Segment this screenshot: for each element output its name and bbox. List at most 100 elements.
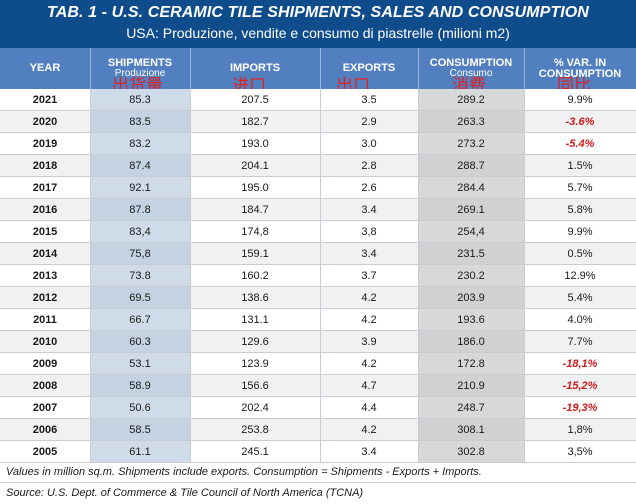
row-divider — [0, 440, 636, 441]
year-cell: 2020 — [0, 111, 90, 133]
imports-cell: 184.7 — [190, 199, 320, 221]
row-divider — [0, 242, 636, 243]
imports-cell: 204.1 — [190, 155, 320, 177]
shipments-cell: 92.1 — [90, 177, 190, 199]
table-row: 2020 83.5 182.7 2.9 263.3 -3.6% — [0, 111, 636, 133]
header-consumption-label: CONSUMPTION — [429, 57, 513, 69]
row-divider — [0, 330, 636, 331]
imports-cell: 253.8 — [190, 419, 320, 441]
table-row: 2007 50.6 202.4 4.4 248.7 -19,3% — [0, 397, 636, 419]
year-cell: 2006 — [0, 419, 90, 441]
consumption-cell: 269.1 — [418, 199, 524, 221]
footnote-divider — [0, 482, 636, 483]
table-row: 2011 66.7 131.1 4.2 193.6 4.0% — [0, 309, 636, 331]
imports-cell: 182.7 — [190, 111, 320, 133]
year-cell: 2015 — [0, 221, 90, 243]
title-band: TAB. 1 - U.S. CERAMIC TILE SHIPMENTS, SA… — [0, 0, 636, 48]
shipments-cell: 87.4 — [90, 155, 190, 177]
table-row: 2013 73.8 160.2 3.7 230.2 12.9% — [0, 265, 636, 287]
imports-cell: 202.4 — [190, 397, 320, 419]
table-row: 2010 60.3 129.6 3.9 186.0 7.7% — [0, 331, 636, 353]
imports-cell: 131.1 — [190, 309, 320, 331]
consumption-cell: 284.4 — [418, 177, 524, 199]
year-cell: 2008 — [0, 375, 90, 397]
var-cell: -5.4% — [524, 133, 636, 155]
shipments-cell: 75,8 — [90, 243, 190, 265]
exports-cell: 4.2 — [320, 353, 418, 375]
shipments-cell: 66.7 — [90, 309, 190, 331]
column-divider — [90, 89, 91, 463]
imports-cell: 156.6 — [190, 375, 320, 397]
header-imports: IMPORTS — [190, 48, 320, 89]
row-divider — [0, 286, 636, 287]
year-cell: 2019 — [0, 133, 90, 155]
exports-cell: 3.9 — [320, 331, 418, 353]
year-cell: 2012 — [0, 287, 90, 309]
imports-cell: 129.6 — [190, 331, 320, 353]
table-title: TAB. 1 - U.S. CERAMIC TILE SHIPMENTS, SA… — [47, 4, 589, 21]
exports-cell: 4.2 — [320, 419, 418, 441]
consumption-cell: 210.9 — [418, 375, 524, 397]
imports-cell: 207.5 — [190, 89, 320, 111]
table-header: YEAR SHIPMENTS Produzione IMPORTS EXPORT… — [0, 48, 636, 89]
var-cell: 0.5% — [524, 243, 636, 265]
consumption-cell: 263.3 — [418, 111, 524, 133]
consumption-cell: 186.0 — [418, 331, 524, 353]
shipments-cell: 58.5 — [90, 419, 190, 441]
consumption-cell: 273.2 — [418, 133, 524, 155]
year-cell: 2011 — [0, 309, 90, 331]
year-cell: 2014 — [0, 243, 90, 265]
consumption-cell: 193.6 — [418, 309, 524, 331]
shipments-cell: 53.1 — [90, 353, 190, 375]
header-divider — [90, 48, 91, 89]
exports-cell: 4.2 — [320, 309, 418, 331]
shipments-cell: 50.6 — [90, 397, 190, 419]
var-cell: 1,8% — [524, 419, 636, 441]
table-row: 2009 53.1 123.9 4.2 172.8 -18,1% — [0, 353, 636, 375]
shipments-cell: 83.2 — [90, 133, 190, 155]
imports-cell: 195.0 — [190, 177, 320, 199]
exports-cell: 3.5 — [320, 89, 418, 111]
exports-cell: 2.9 — [320, 111, 418, 133]
year-cell: 2013 — [0, 265, 90, 287]
header-consumption-sublabel: Consumo — [449, 68, 493, 79]
table-row: 2015 83,4 174,8 3,8 254,4 9.9% — [0, 221, 636, 243]
year-cell: 2007 — [0, 397, 90, 419]
table-row: 2014 75,8 159.1 3.4 231.5 0.5% — [0, 243, 636, 265]
header-exports: EXPORTS — [320, 48, 418, 89]
shipments-cell: 69.5 — [90, 287, 190, 309]
header-year: YEAR — [0, 48, 90, 89]
imports-cell: 174,8 — [190, 221, 320, 243]
consumption-cell: 203.9 — [418, 287, 524, 309]
shipments-cell: 83.5 — [90, 111, 190, 133]
exports-cell: 3.0 — [320, 133, 418, 155]
row-divider — [0, 132, 636, 133]
exports-cell: 3,8 — [320, 221, 418, 243]
var-cell: -3.6% — [524, 111, 636, 133]
row-divider — [0, 352, 636, 353]
imports-cell: 160.2 — [190, 265, 320, 287]
consumption-cell: 288.7 — [418, 155, 524, 177]
header-divider — [418, 48, 419, 89]
var-cell: 3,5% — [524, 441, 636, 463]
table-subtitle: USA: Produzione, vendite e consumo di pi… — [126, 25, 510, 41]
var-cell: 7.7% — [524, 331, 636, 353]
year-cell: 2010 — [0, 331, 90, 353]
row-divider — [0, 264, 636, 265]
header-imports-label: IMPORTS — [229, 62, 281, 74]
table-row: 2012 69.5 138.6 4.2 203.9 5.4% — [0, 287, 636, 309]
var-cell: 9.9% — [524, 89, 636, 111]
exports-cell: 4.4 — [320, 397, 418, 419]
row-divider — [0, 396, 636, 397]
table-row: 2021 85.3 207.5 3.5 289.2 9.9% — [0, 89, 636, 111]
imports-cell: 123.9 — [190, 353, 320, 375]
row-divider — [0, 110, 636, 111]
shipments-cell: 73.8 — [90, 265, 190, 287]
row-divider — [0, 220, 636, 221]
imports-cell: 193.0 — [190, 133, 320, 155]
exports-cell: 3.7 — [320, 265, 418, 287]
var-cell: 5.8% — [524, 199, 636, 221]
column-divider — [524, 89, 525, 463]
consumption-cell: 302.8 — [418, 441, 524, 463]
consumption-cell: 248.7 — [418, 397, 524, 419]
